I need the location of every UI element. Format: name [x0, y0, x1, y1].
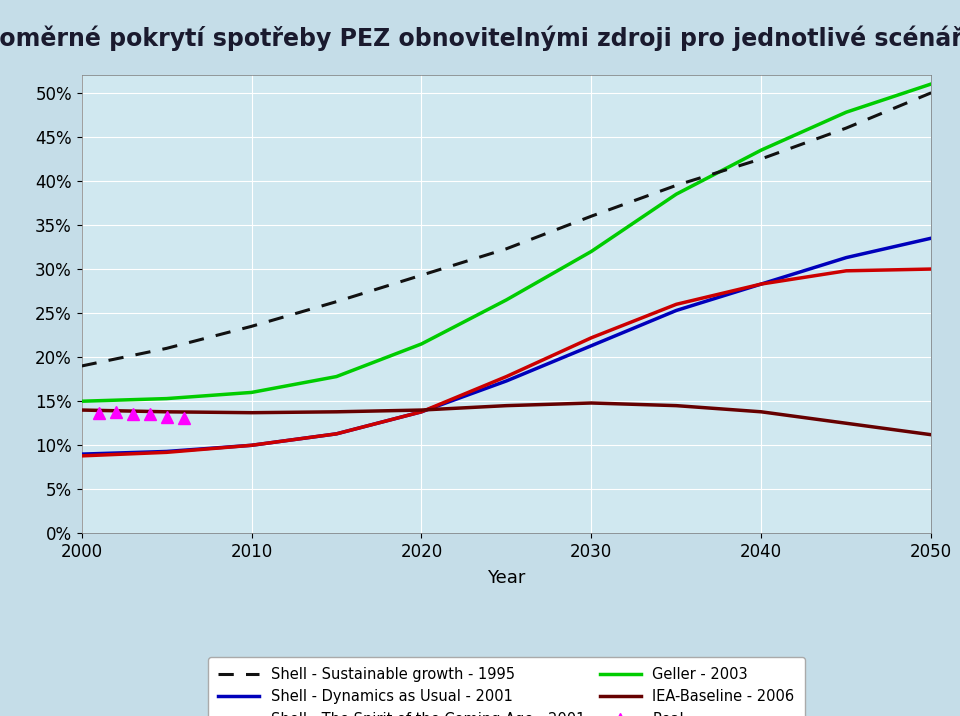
- Legend: Shell - Sustainable growth - 1995, Shell - Dynamics as Usual - 2001, Shell - The: Shell - Sustainable growth - 1995, Shell…: [208, 657, 804, 716]
- Text: Poměrné pokrytí spotřeby PEZ obnovitelnými zdroji pro jednotlivé scénáře: Poměrné pokrytí spotřeby PEZ obnovitelný…: [0, 25, 960, 51]
- X-axis label: Year: Year: [488, 569, 525, 587]
